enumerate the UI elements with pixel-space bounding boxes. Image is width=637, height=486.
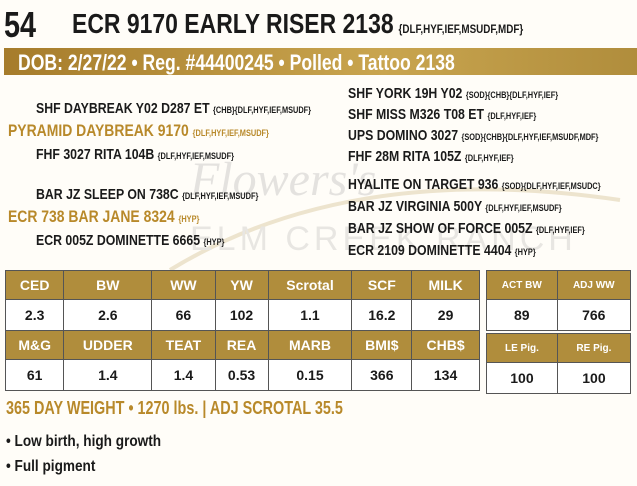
epd-value: 1.1 xyxy=(267,299,353,331)
epd-value: 102 xyxy=(214,299,269,331)
epd-value: 1.4 xyxy=(63,359,153,391)
epd-header: UDDER xyxy=(63,330,153,360)
animal-title: ECR 9170 EARLY RISER 2138 {DLF,HYF,IEF,MS… xyxy=(72,8,523,40)
epd-value: 366 xyxy=(351,359,413,391)
actual-header: ADJ WW xyxy=(556,270,632,300)
title-name: ECR 9170 EARLY RISER 2138 xyxy=(72,8,394,39)
epd-value: 61 xyxy=(4,359,65,391)
epd-header-row-2: M&G UDDER TEAT REA MARB BMI$ CHB$ xyxy=(4,330,480,360)
title-tags: {DLF,HYF,IEF,MSUDF,MDF} xyxy=(398,22,524,36)
epd-value: 134 xyxy=(411,359,480,391)
pigment-value: 100 xyxy=(556,362,632,394)
epd-header: BMI$ xyxy=(351,330,413,360)
pedigree-right-4: HYALITE ON TARGET 936 {SOD}{DLF,HYF,IEF,… xyxy=(348,176,601,193)
pigment-value-row: 100 100 xyxy=(486,362,632,394)
pedigree-sss: SHF DAYBREAK Y02 D287 ET {CHB}{DLF,HYF,I… xyxy=(36,100,312,117)
epd-header: YW xyxy=(214,270,269,300)
bullet-item: • Low birth, high growth xyxy=(6,433,162,450)
epd-header: Scrotal xyxy=(267,270,353,300)
pedigree-right-6: BAR JZ SHOW OF FORCE 005Z {DLF,HYF,IEF} xyxy=(348,220,585,237)
actual-weights-table: ACT BW ADJ WW 89 766 xyxy=(486,270,632,331)
info-bar-text: DOB: 2/27/22 • Reg. #44400245 • Polled •… xyxy=(18,50,455,75)
pedigree-right-2: UPS DOMINO 3027 {SOD}{CHB}{DLF,HYF,IEF,M… xyxy=(348,127,599,144)
epd-header: BW xyxy=(63,270,153,300)
pigment-header-row: LE Pig. RE Pig. xyxy=(486,333,632,363)
epd-value: 29 xyxy=(411,299,480,331)
epd-header: M&G xyxy=(4,330,65,360)
epd-header: TEAT xyxy=(151,330,216,360)
summary-line: 365 DAY WEIGHT • 1270 lbs. | ADJ SCROTAL… xyxy=(6,398,343,418)
epd-header: SCF xyxy=(351,270,413,300)
pedigree-sdd: ECR 005Z DOMINETTE 6665 {HYP} xyxy=(36,232,225,249)
pigment-header: LE Pig. xyxy=(486,333,558,363)
pedigree-ssd: FHF 3027 RITA 104B {DLF,HYF,IEF,MSUDF} xyxy=(36,146,234,163)
epd-value: 2.6 xyxy=(63,299,153,331)
epd-header-row-1: CED BW WW YW Scrotal SCF MILK xyxy=(4,270,480,300)
epd-value: 16.2 xyxy=(351,299,413,331)
epd-value-row-2: 61 1.4 1.4 0.53 0.15 366 134 xyxy=(4,359,480,391)
actual-value: 766 xyxy=(556,299,632,331)
epd-table: CED BW WW YW Scrotal SCF MILK 2.3 2.6 66… xyxy=(4,270,480,391)
pedigree-right-1: SHF MISS M326 T08 ET {DLF,HYF,IEF} xyxy=(348,106,537,123)
pedigree-dam: ECR 738 BAR JANE 8324 {HYP} xyxy=(8,207,200,226)
actual-value-row: 89 766 xyxy=(486,299,632,331)
pedigree-right-0: SHF YORK 19H Y02 {SOD}{CHB}{DLF,HYF,IEF} xyxy=(348,85,559,102)
pedigree-sire: PYRAMID DAYBREAK 9170 {DLF,HYF,IEF,MSUDF… xyxy=(8,121,269,140)
epd-header: REA xyxy=(214,330,269,360)
pigment-header: RE Pig. xyxy=(556,333,632,363)
epd-value: 2.3 xyxy=(4,299,65,331)
pedigree-right-3: FHF 28M RITA 105Z {DLF,HYF,IEF} xyxy=(348,148,514,165)
epd-header: WW xyxy=(151,270,216,300)
pigment-value: 100 xyxy=(486,362,558,394)
actual-value: 89 xyxy=(486,299,558,331)
epd-header: MARB xyxy=(267,330,353,360)
epd-value: 0.15 xyxy=(267,359,353,391)
epd-value-row-1: 2.3 2.6 66 102 1.1 16.2 29 xyxy=(4,299,480,331)
info-bar: DOB: 2/27/22 • Reg. #44400245 • Polled •… xyxy=(4,48,637,75)
pedigree-right-7: ECR 2109 DOMINETTE 4404 {HYP} xyxy=(348,242,536,259)
pigment-table: LE Pig. RE Pig. 100 100 xyxy=(486,333,632,394)
epd-value: 0.53 xyxy=(214,359,269,391)
epd-header: CED xyxy=(4,270,65,300)
pedigree-sds: BAR JZ SLEEP ON 738C {DLF,HYF,IEF,MSUDF} xyxy=(36,186,259,203)
bullet-item: • Full pigment xyxy=(6,458,96,475)
epd-value: 1.4 xyxy=(151,359,216,391)
epd-header: MILK xyxy=(411,270,480,300)
epd-value: 66 xyxy=(151,299,216,331)
pedigree-right-5: BAR JZ VIRGINIA 500Y {DLF,HYF,IEF,MSUDF} xyxy=(348,198,562,215)
actual-header: ACT BW xyxy=(486,270,558,300)
actual-header-row: ACT BW ADJ WW xyxy=(486,270,632,300)
header: 54 ECR 9170 EARLY RISER 2138 {DLF,HYF,IEF… xyxy=(0,0,637,46)
lot-number: 54 xyxy=(4,4,37,45)
epd-header: CHB$ xyxy=(411,330,480,360)
